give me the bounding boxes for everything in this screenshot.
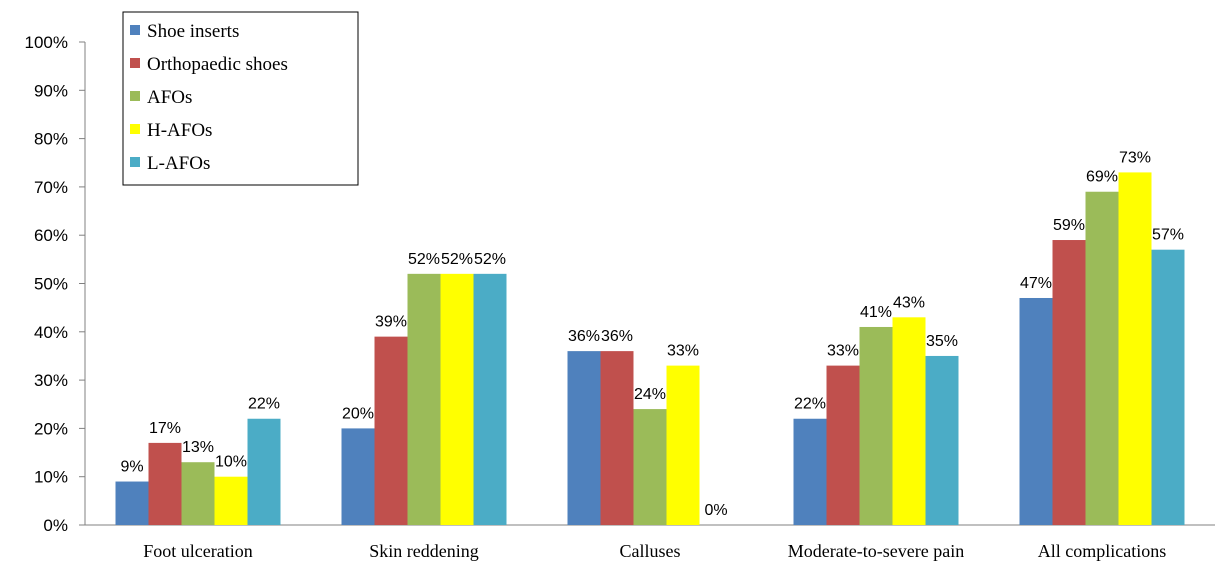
y-tick-label: 50%	[34, 275, 68, 294]
data-label: 59%	[1053, 217, 1085, 234]
bar	[1085, 191, 1119, 526]
x-category-label: Calluses	[620, 541, 681, 561]
legend-label: Orthopaedic shoes	[147, 54, 288, 75]
y-tick-label: 100%	[25, 33, 68, 52]
bar	[181, 462, 215, 525]
data-label: 43%	[893, 294, 925, 311]
y-axis: 0% 10% 20% 30% 40% 50% 60% 70% 80% 90% 100%	[25, 33, 86, 535]
bar	[826, 365, 860, 525]
legend: Shoe inserts Orthopaedic shoes AFOs H-AFOs L…	[122, 11, 359, 186]
bar	[666, 365, 700, 525]
x-category-label: Skin reddening	[369, 541, 479, 561]
bar	[1151, 249, 1185, 525]
bar	[859, 326, 893, 525]
data-labels: 9%17%13%10%22%20%39%52% 52% 52%36% 36%24%33…	[120, 149, 1184, 519]
data-label: 41%	[860, 304, 892, 321]
y-tick-label: 30%	[34, 371, 68, 390]
data-label: 10%	[215, 454, 247, 471]
data-label: 33%	[827, 343, 859, 360]
data-label: 57%	[1152, 227, 1184, 244]
data-label: 73%	[1119, 149, 1151, 166]
data-label: 35%	[926, 333, 958, 350]
data-label: 52%	[474, 251, 506, 268]
y-tick-label: 10%	[34, 468, 68, 487]
bar	[1118, 172, 1152, 525]
data-label: 52%	[441, 251, 473, 268]
data-label: 9%	[120, 459, 143, 476]
y-tick-label: 0%	[43, 516, 68, 535]
x-category-label: Foot ulceration	[143, 541, 252, 561]
x-category-label: All complications	[1038, 541, 1166, 561]
data-label: 47%	[1020, 275, 1052, 292]
data-label: 36%	[601, 328, 633, 345]
data-label: 0%	[704, 502, 727, 519]
data-label: 22%	[794, 396, 826, 413]
y-tick-label: 20%	[34, 419, 68, 438]
bar	[600, 351, 634, 525]
legend-swatch	[130, 91, 140, 101]
data-label: 17%	[149, 420, 181, 437]
data-label: 22%	[248, 396, 280, 413]
data-label: 33%	[667, 343, 699, 360]
bar	[567, 351, 601, 525]
legend-box	[122, 11, 359, 186]
y-tick-label: 40%	[34, 323, 68, 342]
x-category-label: Moderate-to-severe pain	[788, 541, 964, 561]
bar	[341, 428, 375, 525]
data-label: 13%	[182, 439, 214, 456]
legend-swatch	[130, 157, 140, 167]
data-label: 36%	[568, 328, 600, 345]
bar	[148, 442, 182, 525]
bar	[440, 273, 474, 525]
bars	[115, 172, 1185, 526]
bar	[407, 273, 441, 525]
y-tick-label: 90%	[34, 81, 68, 100]
data-label: 24%	[634, 386, 666, 403]
data-label: 39%	[375, 314, 407, 331]
bar	[247, 418, 281, 525]
legend-label: Shoe inserts	[147, 21, 239, 42]
legend-swatch	[130, 25, 140, 35]
legend-swatch	[130, 58, 140, 68]
bar	[1052, 240, 1086, 525]
y-tick-label: 60%	[34, 226, 68, 245]
bar	[214, 476, 248, 525]
legend-label: AFOs	[147, 87, 192, 108]
legend-label: H-AFOs	[147, 120, 212, 141]
bar	[925, 355, 959, 525]
bar	[115, 481, 149, 525]
bar	[1019, 297, 1053, 525]
y-tick-label: 80%	[34, 130, 68, 149]
legend-swatch	[130, 124, 140, 134]
y-tick-label: 70%	[34, 178, 68, 197]
bar	[633, 409, 667, 525]
bar	[374, 336, 408, 525]
data-label: 20%	[342, 405, 374, 422]
bar	[473, 273, 507, 525]
legend-label: L-AFOs	[147, 153, 210, 174]
data-label: 52%	[408, 251, 440, 268]
data-label: 69%	[1086, 169, 1118, 186]
x-axis: Foot ulceration Skin reddening Calluses Mod…	[85, 524, 1215, 561]
bar	[892, 317, 926, 525]
bar	[793, 418, 827, 525]
